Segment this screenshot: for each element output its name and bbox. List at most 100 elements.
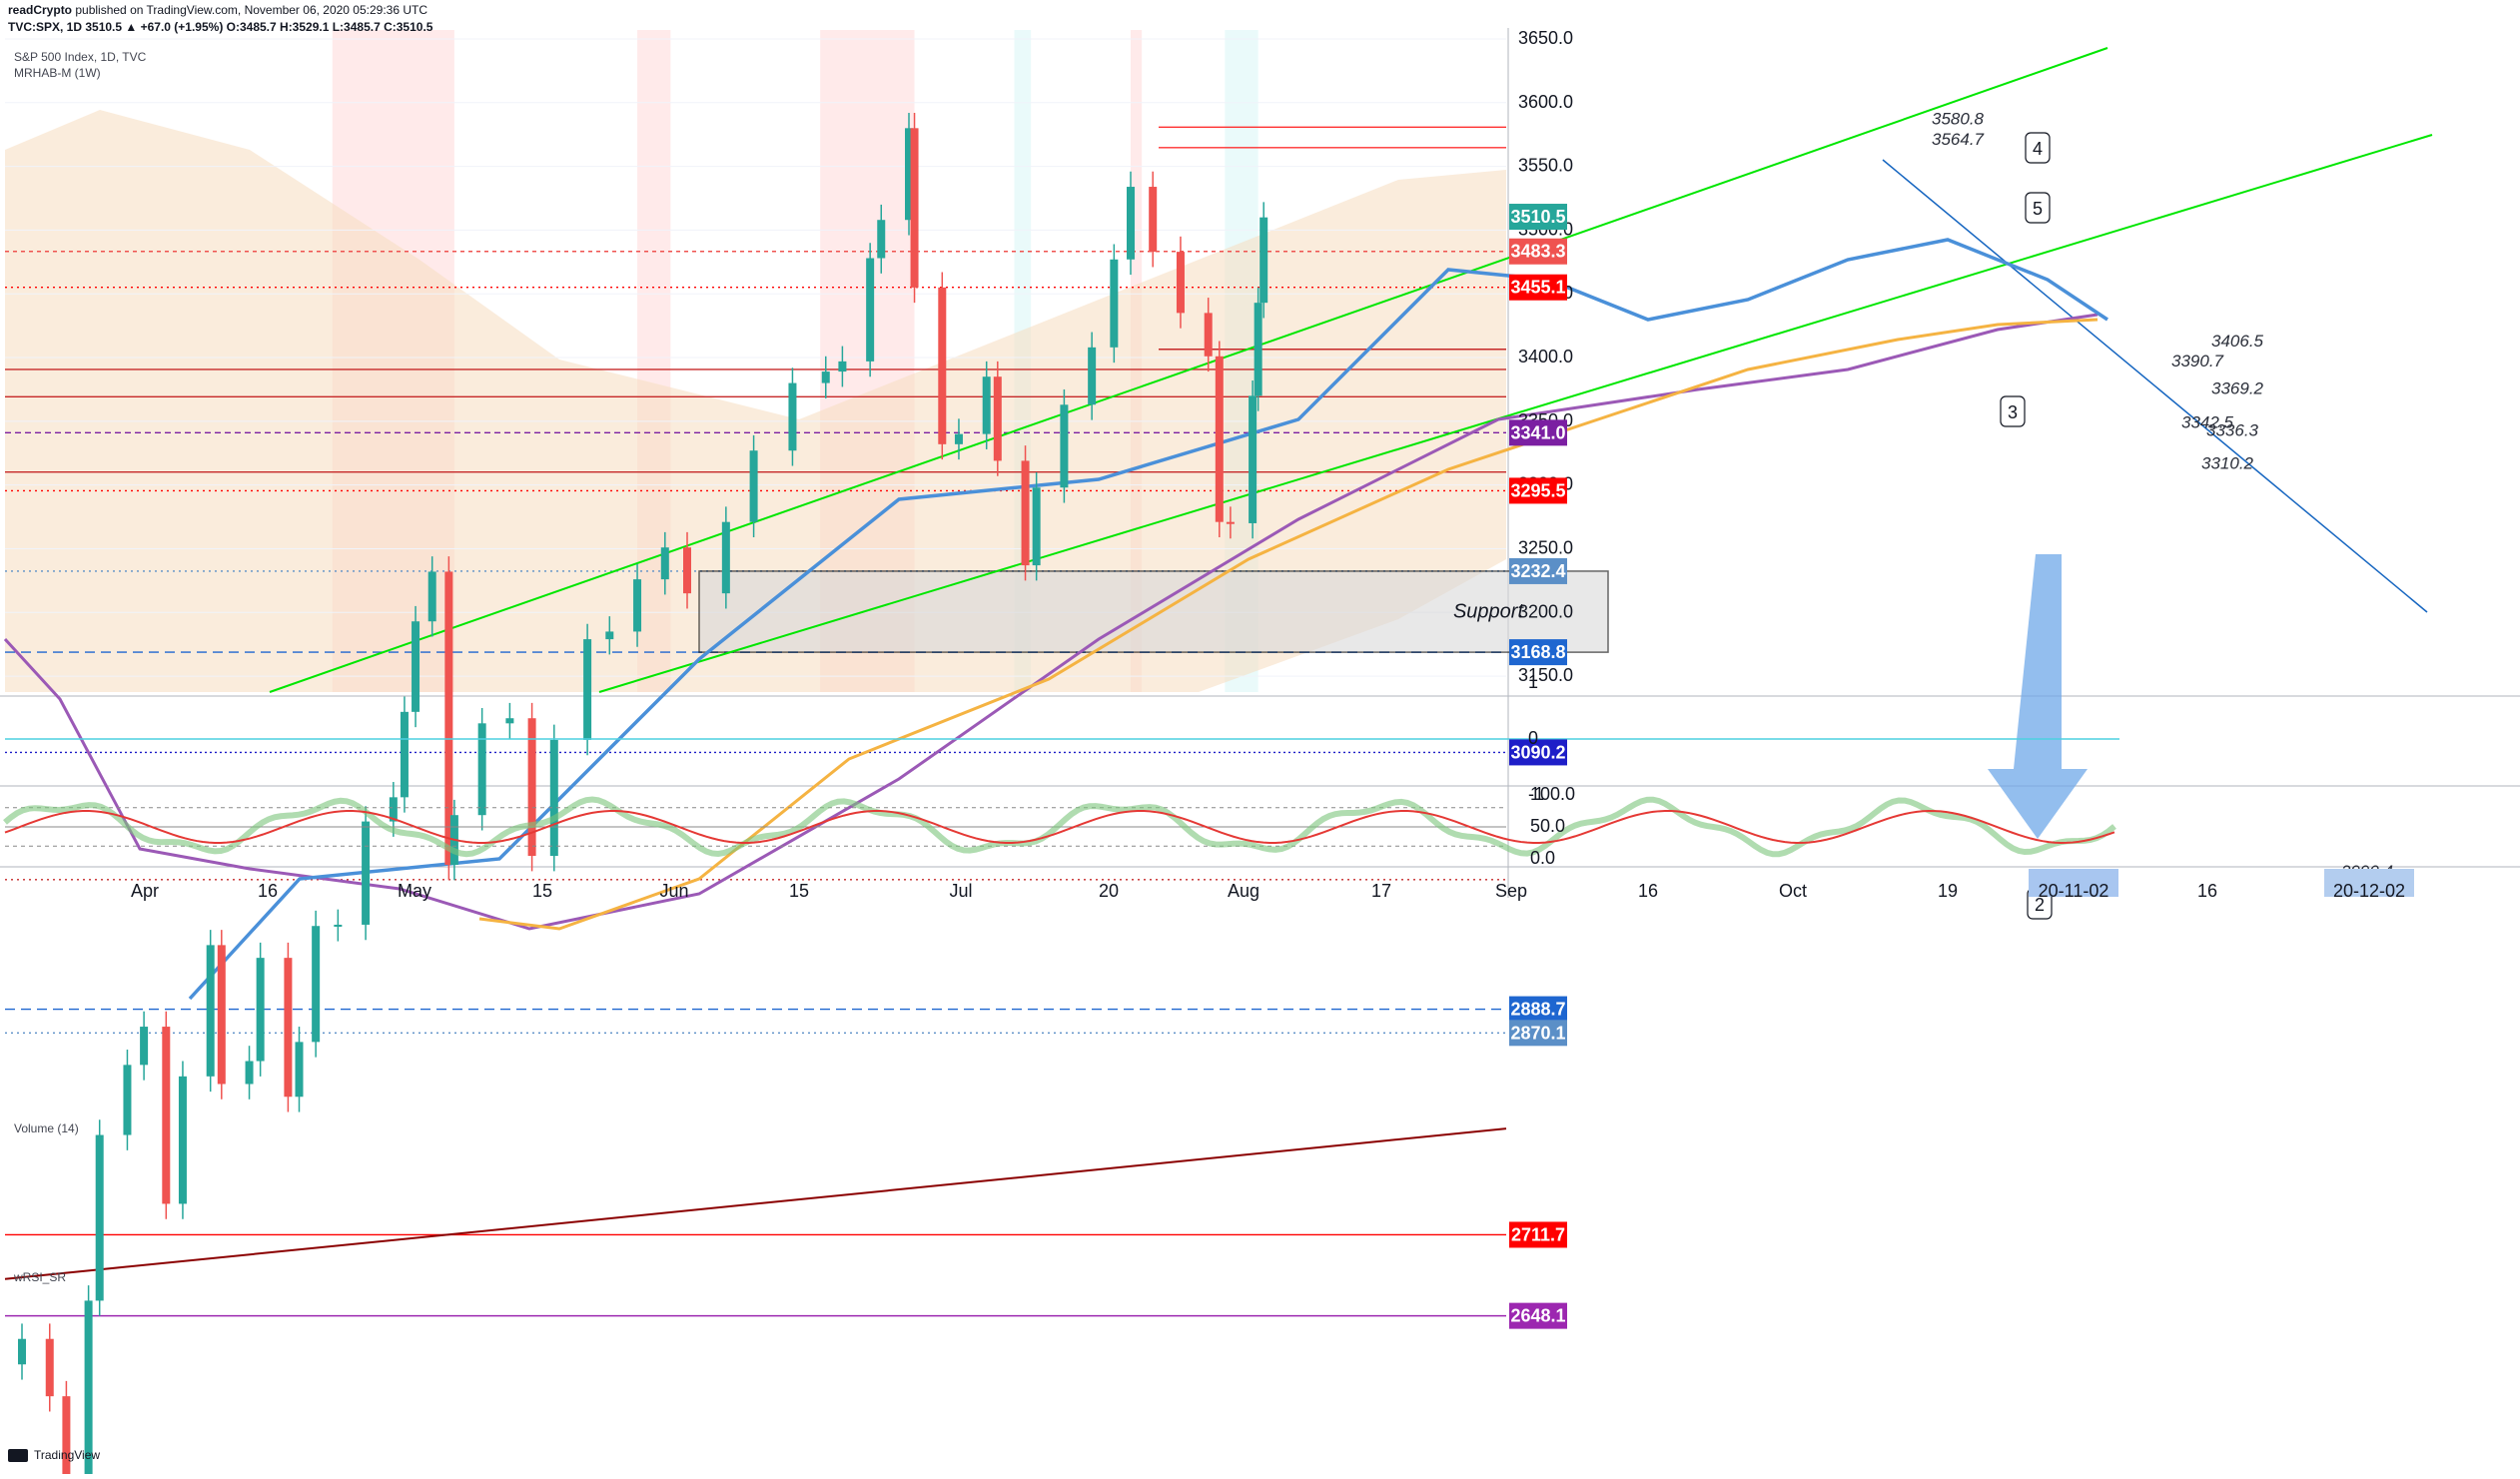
- symbol-legend[interactable]: S&P 500 Index, 1D, TVC: [14, 50, 147, 64]
- price-badge: [1509, 1020, 1567, 1047]
- time-tick-label: May: [398, 881, 431, 901]
- price-badge-label: 3455.1: [1510, 278, 1565, 298]
- candle-body: [993, 376, 1002, 461]
- ohlc-line: TVC:SPX, 1D 3510.5 ▲ +67.0 (+1.95%) O:34…: [8, 20, 433, 34]
- candle-body: [1110, 259, 1119, 348]
- price-tick-label: 3650.0: [1518, 28, 1573, 48]
- indicator-legend[interactable]: MRHAB-M (1W): [14, 66, 101, 80]
- time-tick-label: 20-11-02: [2039, 881, 2109, 901]
- candle-body: [45, 1338, 54, 1397]
- price-badge-label: 3295.5: [1510, 480, 1565, 500]
- channel-lower: [598, 134, 2433, 693]
- candle-body: [549, 739, 558, 857]
- candle-body: [605, 631, 614, 640]
- candle-body: [1254, 303, 1262, 396]
- price-badge: [1509, 274, 1567, 301]
- candle-body: [788, 382, 797, 451]
- price-badge: [1509, 419, 1567, 446]
- candle-body: [95, 1134, 104, 1301]
- ma-orange: [478, 318, 2099, 931]
- price-badge-label: 3510.5: [1510, 207, 1565, 227]
- price-badge: [1509, 238, 1567, 265]
- price-badge: [1509, 477, 1567, 504]
- candle-body: [1021, 460, 1030, 566]
- wave-callout-label: 2: [2035, 895, 2045, 915]
- wave-callout-label: 5: [2033, 199, 2043, 219]
- price-badge: [1509, 996, 1567, 1023]
- candle-body: [400, 711, 409, 798]
- time-tick-label: Oct: [1779, 881, 1807, 901]
- candle-body: [505, 718, 514, 724]
- time-tick-label: Aug: [1228, 881, 1260, 901]
- rsi-title[interactable]: wRSI_SR: [14, 1270, 67, 1284]
- time-tick-label: 15: [532, 881, 552, 901]
- wave-callout: [2000, 395, 2026, 427]
- candle-body: [910, 128, 919, 288]
- candle-body: [877, 220, 886, 259]
- candle-body: [123, 1065, 132, 1135]
- candle-body: [583, 639, 592, 740]
- level-annotation: 3369.2: [2211, 378, 2264, 397]
- candle-body: [140, 1027, 149, 1066]
- price-tick-label: 3200.0: [1518, 601, 1573, 621]
- candle-body: [866, 258, 875, 362]
- candle-body: [1127, 187, 1135, 260]
- rsi-pane: [3, 796, 2116, 858]
- author-name[interactable]: readCrypto: [8, 3, 73, 17]
- candle-body: [721, 521, 730, 594]
- footer: TradingView: [8, 1448, 100, 1462]
- candle-body: [1149, 187, 1158, 253]
- candle-body: [954, 433, 963, 444]
- candle-body: [938, 287, 947, 444]
- price-badge-label: 3483.3: [1510, 242, 1565, 262]
- candle-body: [821, 371, 830, 383]
- candle-body: [838, 361, 847, 372]
- candle-body: [162, 1027, 171, 1204]
- candle-body: [295, 1042, 304, 1098]
- price-tick-label: 3600.0: [1518, 92, 1573, 112]
- candle-body: [362, 821, 371, 925]
- candle-body: [178, 1076, 187, 1204]
- time-tick-label: 16: [258, 881, 278, 901]
- ma-blue: [188, 238, 2108, 1001]
- price-tick-label: 3400.0: [1518, 347, 1573, 367]
- candle-body: [905, 128, 913, 221]
- candle-body: [84, 1300, 93, 1479]
- candle-body: [982, 376, 991, 434]
- candle-body: [1226, 521, 1235, 524]
- axes: 3150.03200.03250.03300.03350.03400.03450…: [131, 28, 2414, 1329]
- channel-upper: [269, 47, 2108, 693]
- support-label: Support: [1453, 601, 1524, 623]
- level-annotation: 3580.8: [1932, 109, 1985, 128]
- rsi-tick-label: 0.0: [1530, 848, 1555, 868]
- candle-body: [312, 926, 321, 1043]
- candle-body: [206, 945, 215, 1077]
- level-annotation: 3336.3: [2206, 420, 2259, 439]
- price-badge-label: 2648.1: [1510, 1306, 1565, 1326]
- time-tick-label: 15: [789, 881, 809, 901]
- time-badge: [2324, 869, 2414, 897]
- volume-title[interactable]: Volume (14): [14, 1121, 79, 1135]
- rsi-tick-label: 100.0: [1530, 784, 1575, 804]
- time-badge: [2029, 869, 2118, 897]
- price-badge: [1509, 639, 1567, 666]
- long-trend-line: [4, 1127, 1507, 1280]
- level-annotation: 3564.7: [1932, 130, 1985, 149]
- price-tick-label: 3150.0: [1518, 665, 1573, 685]
- candle-body: [444, 571, 453, 865]
- volume-tick-label: 0: [1528, 728, 1538, 748]
- rsi-fast-line: [3, 796, 2116, 858]
- price-badge: [1509, 1221, 1567, 1248]
- price-pane: Support3580.83564.73406.53390.73369.2334…: [3, 38, 2433, 1479]
- candle-body: [1060, 404, 1069, 488]
- price-badge-label: 2711.7: [1511, 1224, 1565, 1244]
- price-badge-label: 2888.7: [1510, 1000, 1565, 1020]
- time-tick-label: Sep: [1495, 881, 1527, 901]
- wave-callout: [2025, 192, 2051, 224]
- candle-body: [1260, 217, 1268, 304]
- candle-body: [217, 945, 226, 1085]
- candle-body: [660, 547, 669, 580]
- candle-body: [477, 723, 486, 816]
